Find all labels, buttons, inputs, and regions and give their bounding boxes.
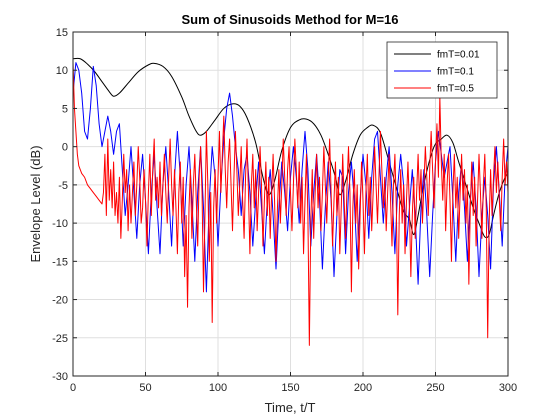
series-layer (73, 57, 508, 346)
legend-box (386, 41, 498, 99)
y-tick-label: -20 (52, 295, 68, 307)
y-tick-label: 10 (56, 65, 68, 77)
legend-label-fmt01: fmT=0.1 (437, 67, 474, 78)
y-tick-label: 15 (56, 27, 68, 39)
ticks (72, 31, 509, 377)
legend-label-fmt001: fmT=0.01 (437, 50, 480, 61)
series-line-1 (73, 57, 508, 239)
y-tick-label: -30 (52, 371, 68, 383)
y-tick-label: -15 (52, 256, 68, 268)
y-axis-label: Envelope Level (dB) (28, 145, 43, 262)
legend-label-fmt05: fmT=0.5 (437, 84, 474, 95)
chart-title: Sum of Sinusoids Method for M=16 (181, 12, 398, 27)
x-tick-label: 300 (499, 382, 517, 394)
x-tick-label: 100 (209, 382, 227, 394)
x-tick-label: 200 (354, 382, 372, 394)
y-tick-label: 0 (62, 142, 68, 154)
y-tick-label: 5 (62, 103, 68, 115)
x-axis-label: Time, t/T (265, 400, 316, 415)
legend: fmT=0.01 fmT=0.1 fmT=0.5 (386, 41, 498, 99)
y-tick-label: -5 (58, 180, 68, 192)
x-tick-label: 250 (426, 382, 444, 394)
y-tick-label: -10 (52, 218, 68, 230)
x-tick-label: 50 (139, 382, 151, 394)
x-tick-label: 0 (70, 382, 76, 394)
tick-labels: 0 50 100 150 200 250 300 -30 -25 -20 -15 -10 -5 0 5 10 1… (52, 27, 517, 394)
y-tick-label: -25 (52, 333, 68, 345)
x-tick-label: 150 (281, 382, 299, 394)
series-line-3 (73, 62, 508, 346)
